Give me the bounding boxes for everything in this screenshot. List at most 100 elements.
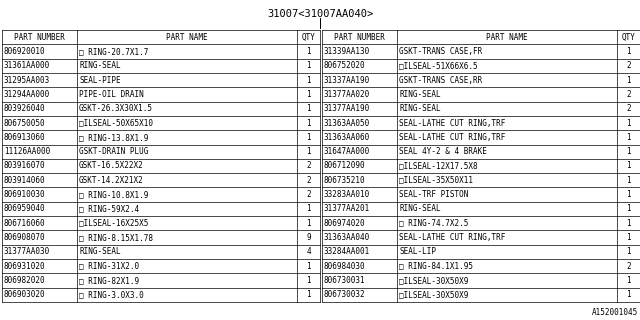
Text: □ RING-31X2.0: □ RING-31X2.0 [79,262,139,271]
Text: 1: 1 [626,133,631,142]
Text: 1: 1 [306,219,311,228]
Text: □ RING-8.15X1.78: □ RING-8.15X1.78 [79,233,153,242]
Text: 2: 2 [626,61,631,70]
Text: □ILSEAL-35X50X11: □ILSEAL-35X50X11 [399,176,473,185]
Text: GSKT-TRANS CASE,RR: GSKT-TRANS CASE,RR [399,76,483,84]
Text: 1: 1 [306,104,311,113]
Text: PART NUMBER: PART NUMBER [334,33,385,42]
Text: SEAL-TRF PISTON: SEAL-TRF PISTON [399,190,468,199]
Text: 31377AA030: 31377AA030 [4,247,51,256]
Text: SEAL-LATHE CUT RING,TRF: SEAL-LATHE CUT RING,TRF [399,118,506,128]
Text: 803914060: 803914060 [4,176,45,185]
Text: 806931020: 806931020 [4,262,45,271]
Text: SEAL 4Y-2 & 4 BRAKE: SEAL 4Y-2 & 4 BRAKE [399,147,487,156]
Text: 806913060: 806913060 [4,133,45,142]
Text: 806982020: 806982020 [4,276,45,285]
Text: 31361AA000: 31361AA000 [4,61,51,70]
Text: A152001045: A152001045 [592,308,638,317]
Text: 31377AA020: 31377AA020 [324,90,371,99]
Text: 806920010: 806920010 [4,47,45,56]
Text: 2: 2 [306,176,311,185]
Text: 806712090: 806712090 [324,162,365,171]
Text: RING-SEAL: RING-SEAL [79,247,120,256]
Text: 31377AA190: 31377AA190 [324,104,371,113]
Text: 803926040: 803926040 [4,104,45,113]
Text: 1: 1 [306,118,311,128]
Text: 2: 2 [626,262,631,271]
Text: 1: 1 [306,47,311,56]
Text: 2: 2 [306,162,311,171]
Text: 1: 1 [306,61,311,70]
Text: 1: 1 [306,90,311,99]
Text: □ILSEAL-50X65X10: □ILSEAL-50X65X10 [79,118,153,128]
Text: 1: 1 [626,233,631,242]
Text: 1: 1 [306,276,311,285]
Text: 1: 1 [626,162,631,171]
Text: 4: 4 [306,247,311,256]
Text: 1: 1 [626,176,631,185]
Text: 1: 1 [626,276,631,285]
Text: 1: 1 [626,190,631,199]
Text: □ILSEAL-30X50X9: □ILSEAL-30X50X9 [399,290,468,299]
Text: 31377AA201: 31377AA201 [324,204,371,213]
Text: QTY: QTY [621,33,636,42]
Text: 1: 1 [306,76,311,84]
Text: 31339AA130: 31339AA130 [324,47,371,56]
Text: 806959040: 806959040 [4,204,45,213]
Text: 803916070: 803916070 [4,162,45,171]
Text: 1: 1 [626,76,631,84]
Text: PART NUMBER: PART NUMBER [14,33,65,42]
Text: 806903020: 806903020 [4,290,45,299]
Text: 31363AA060: 31363AA060 [324,133,371,142]
Text: 806752020: 806752020 [324,61,365,70]
Text: 806750050: 806750050 [4,118,45,128]
Text: 1: 1 [626,204,631,213]
Text: 31294AA000: 31294AA000 [4,90,51,99]
Text: □ILSEAL-16X25X5: □ILSEAL-16X25X5 [79,219,148,228]
Text: SEAL-LATHE CUT RING,TRF: SEAL-LATHE CUT RING,TRF [399,233,506,242]
Text: PART NAME: PART NAME [166,33,208,42]
Text: □ RING-84.1X1.95: □ RING-84.1X1.95 [399,262,473,271]
Text: 1: 1 [306,147,311,156]
Text: 31363AA050: 31363AA050 [324,118,371,128]
Text: 1: 1 [306,290,311,299]
Text: GSKT-16.5X22X2: GSKT-16.5X22X2 [79,162,144,171]
Text: RING-SEAL: RING-SEAL [399,90,440,99]
Text: SEAL-PIPE: SEAL-PIPE [79,76,120,84]
Text: 1: 1 [306,262,311,271]
Text: 806908070: 806908070 [4,233,45,242]
Text: 33283AA010: 33283AA010 [324,190,371,199]
Text: 9: 9 [306,233,311,242]
Text: 31007<31007AA040>: 31007<31007AA040> [267,9,373,19]
Text: □ RING-74.7X2.5: □ RING-74.7X2.5 [399,219,468,228]
Text: 1: 1 [306,133,311,142]
Text: □ RING-13.8X1.9: □ RING-13.8X1.9 [79,133,148,142]
Text: 1: 1 [626,290,631,299]
Text: 33284AA001: 33284AA001 [324,247,371,256]
Text: 806716060: 806716060 [4,219,45,228]
Text: □ RING-82X1.9: □ RING-82X1.9 [79,276,139,285]
Text: GSKT-TRANS CASE,FR: GSKT-TRANS CASE,FR [399,47,483,56]
Text: 1: 1 [306,204,311,213]
Text: 806910030: 806910030 [4,190,45,199]
Text: 2: 2 [306,190,311,199]
Text: GSKT-14.2X21X2: GSKT-14.2X21X2 [79,176,144,185]
Text: 806974020: 806974020 [324,219,365,228]
Text: □ILSEAL-51X66X6.5: □ILSEAL-51X66X6.5 [399,61,477,70]
Text: 1: 1 [626,47,631,56]
Text: GSKT-26.3X30X1.5: GSKT-26.3X30X1.5 [79,104,153,113]
Text: □ RING-20.7X1.7: □ RING-20.7X1.7 [79,47,148,56]
Text: □ILSEAL-12X17.5X8: □ILSEAL-12X17.5X8 [399,162,477,171]
Text: RING-SEAL: RING-SEAL [399,204,440,213]
Text: 31647AA000: 31647AA000 [324,147,371,156]
Text: □ RING-3.0X3.0: □ RING-3.0X3.0 [79,290,144,299]
Text: 806735210: 806735210 [324,176,365,185]
Text: 31337AA190: 31337AA190 [324,76,371,84]
Text: 2: 2 [626,104,631,113]
Text: 1: 1 [626,147,631,156]
Text: PART NAME: PART NAME [486,33,528,42]
Text: RING-SEAL: RING-SEAL [79,61,120,70]
Text: RING-SEAL: RING-SEAL [399,104,440,113]
Text: □ILSEAL-30X50X9: □ILSEAL-30X50X9 [399,276,468,285]
Text: □ RING-10.8X1.9: □ RING-10.8X1.9 [79,190,148,199]
